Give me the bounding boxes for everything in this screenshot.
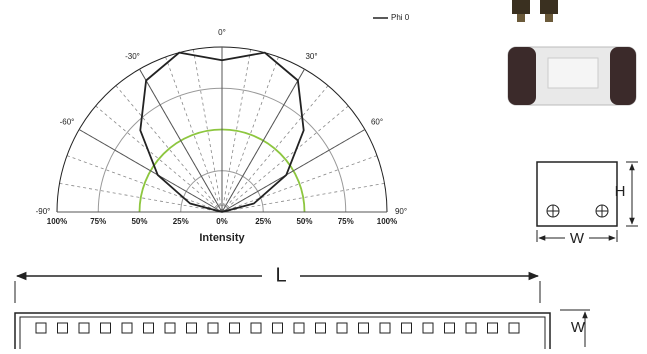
led <box>487 322 498 334</box>
intensity-curve <box>139 51 305 213</box>
led <box>250 322 262 334</box>
radial-tick-label: 25% <box>255 217 271 226</box>
angle-grid-line <box>78 129 223 213</box>
angle-grid-line <box>221 68 305 213</box>
connectors-photo <box>512 0 558 22</box>
box-height-label: H <box>615 183 626 200</box>
angle-tick-label: 30° <box>305 52 317 61</box>
radial-tick-label: 25% <box>173 217 189 226</box>
led <box>336 322 348 334</box>
led <box>57 322 68 334</box>
led <box>207 322 219 334</box>
led <box>35 322 47 334</box>
angle-tick-label: 90° <box>395 207 407 216</box>
angle-tick-label: -60° <box>60 118 75 127</box>
radial-tick-label: 50% <box>131 217 147 226</box>
led <box>143 322 154 334</box>
legend-label: Phi 0 <box>391 13 410 22</box>
radial-tick-label: 50% <box>296 217 312 226</box>
led <box>379 322 391 334</box>
led <box>465 322 477 334</box>
strip-width-label: W <box>571 319 586 336</box>
led <box>164 322 176 334</box>
led <box>78 322 90 334</box>
radial-tick-label: 75% <box>338 217 354 226</box>
radial-tick-label: 0% <box>216 217 228 226</box>
driver-photo <box>507 46 637 106</box>
led <box>121 322 133 334</box>
led <box>186 322 197 334</box>
strip-diagram <box>14 271 590 354</box>
angle-grid-line <box>139 68 223 213</box>
angle-grid-line <box>221 129 366 213</box>
led <box>293 322 305 334</box>
led <box>315 322 326 334</box>
radial-tick-label: 100% <box>47 217 67 226</box>
radial-tick-label: 100% <box>377 217 397 226</box>
led <box>401 322 412 334</box>
polar-chart: 0%25% 25%50% 50%75% 75%100% 100%-90°-60°-30°… <box>36 13 410 226</box>
led <box>422 322 434 334</box>
angle-tick-label: -30° <box>125 52 140 61</box>
led <box>100 322 111 334</box>
led <box>229 322 240 334</box>
led <box>358 322 369 334</box>
led <box>272 322 283 334</box>
angle-tick-label: -90° <box>36 207 51 216</box>
axis-label: Intensity <box>199 232 245 244</box>
length-label: L <box>275 264 286 286</box>
angle-tick-label: 0° <box>218 28 226 37</box>
led <box>508 322 520 334</box>
angle-tick-label: 60° <box>371 118 383 127</box>
box-diagram <box>536 161 638 242</box>
led <box>444 322 455 334</box>
box-width-label: W <box>570 230 585 247</box>
radial-tick-label: 75% <box>90 217 106 226</box>
